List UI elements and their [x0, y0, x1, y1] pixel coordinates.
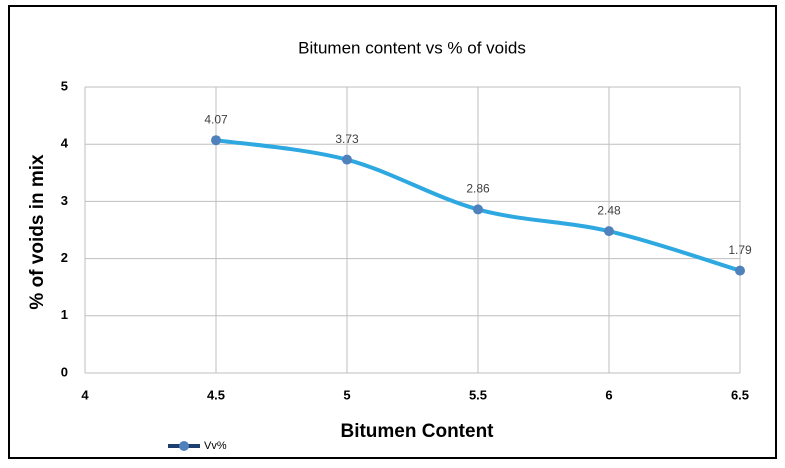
- data-point: [735, 265, 745, 276]
- data-point: [473, 204, 483, 215]
- x-tick-label: 6: [605, 387, 612, 402]
- y-axis-label: % of voids in mix: [27, 154, 48, 310]
- legend-label: Vv%: [204, 440, 227, 452]
- data-label: 2.48: [597, 203, 621, 217]
- data-label: 4.07: [204, 112, 228, 126]
- x-tick-label: 6.5: [731, 387, 749, 402]
- x-tick-label: 4: [81, 387, 89, 402]
- x-tick-label: 5.5: [469, 387, 487, 402]
- x-axis-label: Bitumen Content: [340, 421, 494, 442]
- chart-title: Bitumen content vs % of voids: [298, 38, 526, 57]
- y-tick-label: 5: [61, 78, 68, 93]
- data-label: 3.73: [335, 132, 359, 146]
- data-label: 1.79: [728, 243, 752, 257]
- legend-marker: [179, 441, 189, 451]
- data-point: [342, 154, 352, 165]
- chart-frame: [8, 5, 777, 459]
- x-tick-label: 5: [343, 387, 350, 402]
- data-point: [604, 226, 614, 237]
- y-tick-label: 2: [61, 250, 68, 265]
- data-point: [211, 135, 221, 146]
- x-tick-label: 4.5: [207, 387, 225, 402]
- y-tick-label: 3: [61, 193, 68, 208]
- y-tick-label: 0: [61, 364, 68, 379]
- y-tick-label: 1: [61, 307, 68, 322]
- y-tick-label: 4: [61, 136, 69, 151]
- data-label: 2.86: [466, 182, 490, 196]
